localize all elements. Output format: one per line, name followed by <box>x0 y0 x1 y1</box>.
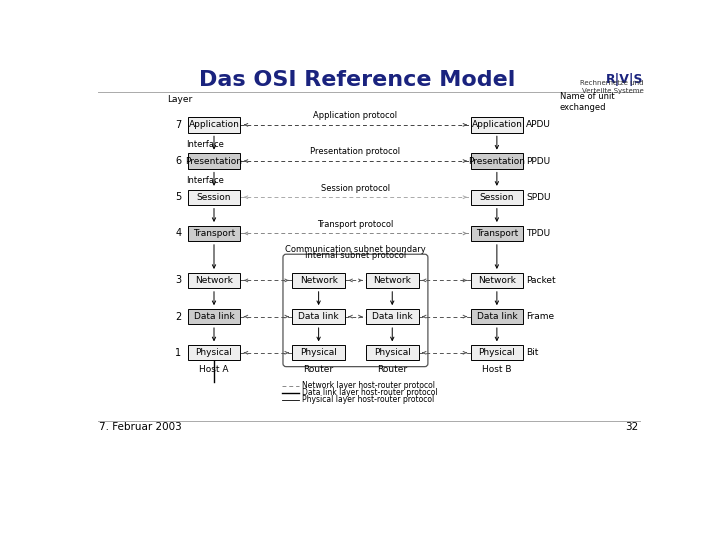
Text: Interface: Interface <box>186 176 224 185</box>
FancyBboxPatch shape <box>188 226 240 241</box>
Text: 32: 32 <box>626 422 639 431</box>
Text: Data link layer host-router protocol: Data link layer host-router protocol <box>302 388 437 397</box>
Text: Application: Application <box>472 120 522 130</box>
FancyBboxPatch shape <box>188 190 240 205</box>
Text: Application: Application <box>189 120 240 130</box>
Text: Transport protocol: Transport protocol <box>318 220 394 229</box>
Text: Router: Router <box>377 365 408 374</box>
FancyBboxPatch shape <box>292 273 345 288</box>
FancyBboxPatch shape <box>188 345 240 361</box>
Text: Network: Network <box>373 276 411 285</box>
FancyBboxPatch shape <box>188 309 240 325</box>
Text: 3: 3 <box>176 275 181 286</box>
Text: Physical layer host-router protocol: Physical layer host-router protocol <box>302 395 434 404</box>
Text: Packet: Packet <box>526 276 556 285</box>
Text: Physical: Physical <box>478 348 516 357</box>
Text: Session: Session <box>480 193 514 202</box>
Text: Transport: Transport <box>476 229 518 238</box>
FancyBboxPatch shape <box>471 117 523 132</box>
Text: SPDU: SPDU <box>526 193 551 202</box>
Text: 7. Februar 2003: 7. Februar 2003 <box>99 422 182 431</box>
Text: Interface: Interface <box>186 140 224 149</box>
Text: 4: 4 <box>176 228 181 239</box>
Text: Name of unit
exchanged: Name of unit exchanged <box>559 92 614 112</box>
Text: Physical: Physical <box>196 348 233 357</box>
Text: 7: 7 <box>175 120 181 130</box>
Text: PPDU: PPDU <box>526 157 551 166</box>
Text: TPDU: TPDU <box>526 229 551 238</box>
Text: Data link: Data link <box>477 312 517 321</box>
Text: Host B: Host B <box>482 365 512 374</box>
FancyBboxPatch shape <box>471 273 523 288</box>
Text: Presentation protocol: Presentation protocol <box>310 147 400 157</box>
FancyBboxPatch shape <box>188 117 240 132</box>
FancyBboxPatch shape <box>366 345 418 361</box>
Text: 1: 1 <box>176 348 181 358</box>
Text: Presentation: Presentation <box>186 157 243 166</box>
Text: APDU: APDU <box>526 120 552 130</box>
Text: Network: Network <box>195 276 233 285</box>
Text: Frame: Frame <box>526 312 554 321</box>
FancyBboxPatch shape <box>471 309 523 325</box>
Text: Rechnernetze und
Verteilte Systeme: Rechnernetze und Verteilte Systeme <box>580 80 644 94</box>
Text: Session protocol: Session protocol <box>321 184 390 193</box>
Text: 5: 5 <box>175 192 181 202</box>
Text: Bit: Bit <box>526 348 539 357</box>
FancyBboxPatch shape <box>366 273 418 288</box>
FancyBboxPatch shape <box>471 345 523 361</box>
FancyBboxPatch shape <box>471 153 523 168</box>
Text: Das OSI Reference Model: Das OSI Reference Model <box>199 70 516 90</box>
Text: Network: Network <box>478 276 516 285</box>
Text: Internal subnet protocol: Internal subnet protocol <box>305 252 406 260</box>
Text: Communication subnet boundary: Communication subnet boundary <box>285 245 426 254</box>
Text: 6: 6 <box>176 156 181 166</box>
FancyBboxPatch shape <box>471 190 523 205</box>
Text: Network layer host-router protocol: Network layer host-router protocol <box>302 381 435 390</box>
FancyBboxPatch shape <box>366 309 418 325</box>
Text: Data link: Data link <box>372 312 413 321</box>
FancyBboxPatch shape <box>188 153 240 168</box>
Text: Host A: Host A <box>199 365 229 374</box>
Text: Session: Session <box>197 193 231 202</box>
Text: Layer: Layer <box>168 95 193 104</box>
Text: Data link: Data link <box>194 312 234 321</box>
Text: Physical: Physical <box>300 348 337 357</box>
Text: Network: Network <box>300 276 338 285</box>
FancyBboxPatch shape <box>471 226 523 241</box>
Text: Transport: Transport <box>193 229 235 238</box>
FancyBboxPatch shape <box>292 309 345 325</box>
Text: Application protocol: Application protocol <box>313 111 397 120</box>
FancyBboxPatch shape <box>292 345 345 361</box>
Text: 2: 2 <box>175 312 181 322</box>
Text: Data link: Data link <box>298 312 339 321</box>
FancyBboxPatch shape <box>188 273 240 288</box>
Text: Physical: Physical <box>374 348 410 357</box>
Text: Router: Router <box>304 365 333 374</box>
Text: R|V|S: R|V|S <box>606 72 644 85</box>
Text: Presentation: Presentation <box>469 157 526 166</box>
